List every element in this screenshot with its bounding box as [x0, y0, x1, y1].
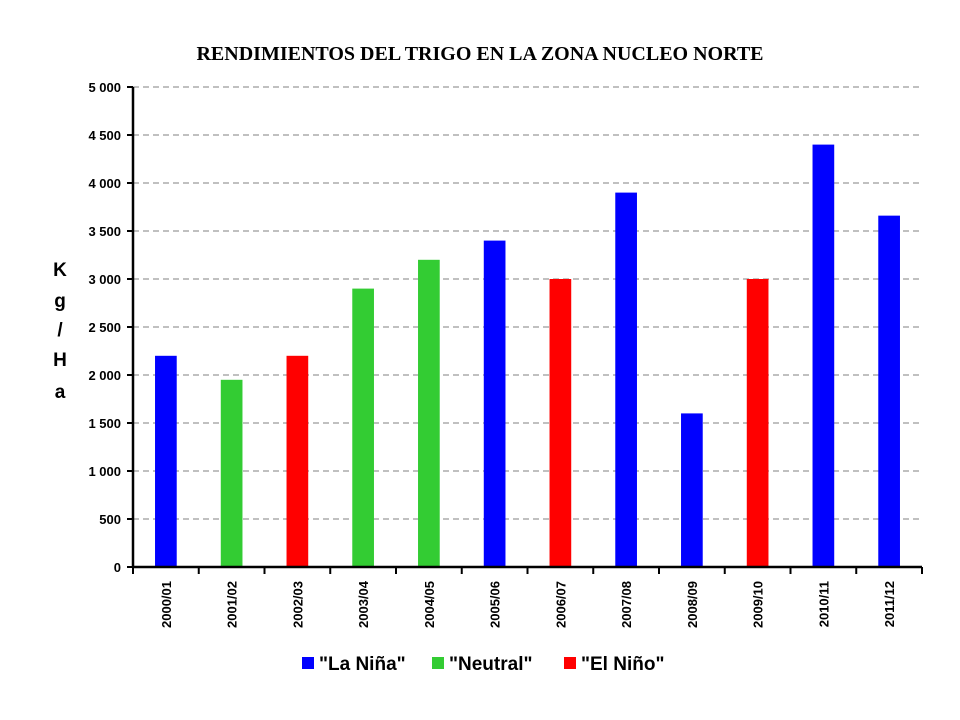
legend-label: "El Niño" [581, 654, 664, 675]
bars [155, 144, 900, 567]
y-tick-label: 4 000 [88, 176, 121, 191]
y-axis-label-char: H [53, 350, 67, 371]
x-tick-label: 2000/01 [159, 581, 174, 628]
gridlines [133, 86, 922, 520]
x-tick-label: 2011/12 [882, 581, 897, 627]
y-tick-label: 0 [114, 560, 121, 575]
bar-2010-11 [812, 144, 835, 567]
bar-2005-06 [483, 240, 506, 567]
bar-2001-02 [220, 379, 243, 567]
bar-2007-08 [615, 192, 637, 567]
bar-2011-12 [878, 215, 900, 567]
y-tick-label: 3 000 [88, 272, 121, 287]
bar-2008-09 [681, 413, 703, 567]
y-axis-label: Kg / Ha [53, 260, 67, 403]
y-tick-label: 1 000 [88, 464, 121, 479]
x-tick-label: 2004/05 [422, 581, 437, 628]
bar-2002-03 [286, 355, 309, 567]
y-tick-label: 5 000 [88, 80, 121, 95]
y-axis-label-char: K [53, 260, 67, 281]
y-tick-label: 4 500 [88, 128, 121, 143]
y-axis-label-char: / [57, 320, 63, 341]
x-tick-label: 2002/03 [290, 581, 305, 628]
x-tick-label: 2005/06 [488, 581, 503, 628]
x-tick-label: 2009/10 [751, 581, 766, 628]
x-tick-labels: 2000/01 2001/02 2002/03 2003/04 2004/05 2005/… [159, 580, 897, 628]
bar-2003-04 [352, 288, 374, 567]
y-axis-label-char: a [55, 382, 66, 403]
bar-2004-05 [418, 259, 440, 567]
bar-2006-07 [549, 279, 572, 567]
legend-swatch [564, 657, 576, 669]
bar-2000-01 [155, 355, 177, 567]
chart-title: RENDIMIENTOS DEL TRIGO EN LA ZONA NUCLEO… [196, 43, 763, 65]
legend-swatch [432, 657, 444, 669]
x-tick-label: 2010/11 [816, 581, 831, 627]
legend-swatch [302, 657, 314, 669]
y-tick-label: 2 000 [88, 368, 121, 383]
legend: "La Niña" "Neutral" "El Niño" [302, 654, 664, 675]
x-tick-label: 2001/02 [225, 581, 240, 628]
y-tick-label: 1 500 [88, 416, 121, 431]
y-tick-label: 2 500 [88, 320, 121, 335]
bar-2009-10 [746, 279, 769, 567]
y-tick-label: 3 500 [88, 224, 121, 239]
x-tick-label: 2008/09 [685, 581, 700, 628]
x-tick-label: 2003/04 [356, 580, 371, 628]
legend-label: "La Niña" [319, 654, 406, 675]
legend-label: "Neutral" [449, 654, 532, 675]
x-tick-label: 2006/07 [553, 581, 568, 628]
axes [127, 86, 923, 574]
x-tick-label: 2007/08 [619, 581, 634, 628]
y-axis-label-char: g [54, 291, 66, 312]
y-tick-label: 500 [99, 512, 121, 527]
y-tick-labels: 0 500 1 000 1 500 2 000 2 500 3 000 3 500 4 000 4… [88, 80, 121, 575]
